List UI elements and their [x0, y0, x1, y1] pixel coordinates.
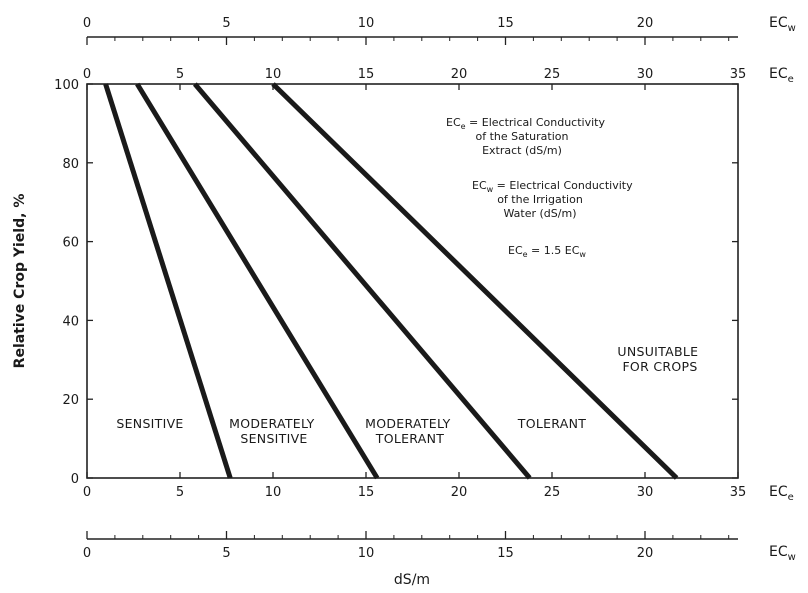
bottom-ecw-label: ECw — [769, 544, 796, 563]
ecw-bottom-tick-label: 10 — [358, 546, 375, 561]
ticks-layer: 0055101015152020252530303535005510101515… — [54, 16, 746, 561]
x-axis-label: dS/m — [394, 572, 430, 588]
ece-bottom-tick-label: 30 — [637, 485, 654, 500]
ece-bottom-tick-label: 25 — [544, 485, 561, 500]
ece-top-tick-label: 5 — [176, 67, 184, 82]
legend-definitions: ECe = Electrical Conductivity of the Sat… — [446, 116, 633, 259]
ece-top-tick-label: 15 — [358, 67, 375, 82]
tolerance-boundary-line-3 — [192, 82, 532, 480]
legend-ecw-def: ECw = Electrical Conductivity — [472, 179, 633, 194]
ecw-top-tick-label: 5 — [222, 16, 230, 31]
tolerance-boundary-line-1 — [103, 83, 233, 479]
y-tick-label: 100 — [54, 78, 79, 93]
ecw-bottom-tick-label: 0 — [83, 546, 91, 561]
zone-label-tolerant: TOLERANT — [517, 416, 587, 431]
ecw-top-tick-label: 15 — [497, 16, 514, 31]
legend-ece-def-line2: of the Saturation — [476, 130, 569, 143]
zone-label-moderately-sensitive: MODERATELY SENSITIVE — [229, 416, 319, 446]
ece-bottom-tick-label: 5 — [176, 485, 184, 500]
zone-label-sensitive: SENSITIVE — [116, 416, 183, 431]
top-ece-label: ECe — [769, 66, 794, 85]
ecw-bottom-tick-label: 15 — [497, 546, 514, 561]
legend-ecw-def-line3: Water (dS/m) — [504, 207, 577, 220]
legend-ece-def-line3: Extract (dS/m) — [482, 144, 562, 157]
ece-top-tick-label: 0 — [83, 67, 91, 82]
y-tick-label: 40 — [62, 314, 79, 329]
ece-bottom-tick-label: 35 — [730, 485, 747, 500]
ecw-bottom-tick-label: 20 — [637, 546, 654, 561]
y-tick-label: 20 — [62, 393, 79, 408]
ecw-bottom-tick-label: 5 — [222, 546, 230, 561]
y-axis-label: Relative Crop Yield, % — [12, 194, 28, 369]
top-ecw-label: ECw — [769, 15, 796, 34]
legend-relation: ECe = 1.5 ECw — [508, 244, 586, 259]
tolerance-boundary-line-2 — [135, 82, 380, 480]
plot-area — [86, 83, 739, 479]
zone-label-unsuitable: UNSUITABLE FOR CROPS — [617, 344, 702, 374]
bottom-ece-label: ECe — [769, 484, 794, 503]
y-tick-label: 60 — [62, 236, 79, 251]
y-tick-label: 0 — [71, 472, 79, 487]
ecw-top-tick-label: 10 — [358, 16, 375, 31]
ece-top-tick-label: 10 — [265, 67, 282, 82]
zone-label-moderately-tolerant: MODERATELY TOLERANT — [365, 416, 455, 446]
tolerance-boundary-line-4 — [271, 82, 679, 480]
ece-top-tick-label: 30 — [637, 67, 654, 82]
y-tick-label: 80 — [62, 157, 79, 172]
ecw-top-tick-label: 0 — [83, 16, 91, 31]
ece-bottom-tick-label: 0 — [83, 485, 91, 500]
ece-bottom-tick-label: 15 — [358, 485, 375, 500]
ece-top-tick-label: 35 — [730, 67, 747, 82]
ece-bottom-tick-label: 20 — [451, 485, 468, 500]
legend-ece-def: ECe = Electrical Conductivity — [446, 116, 605, 131]
legend-ecw-def-line2: of the Irrigation — [497, 193, 583, 206]
ecw-top-tick-label: 20 — [637, 16, 654, 31]
series-lines — [103, 82, 679, 480]
ece-bottom-tick-label: 10 — [265, 485, 282, 500]
ece-top-tick-label: 20 — [451, 67, 468, 82]
ece-top-tick-label: 25 — [544, 67, 561, 82]
